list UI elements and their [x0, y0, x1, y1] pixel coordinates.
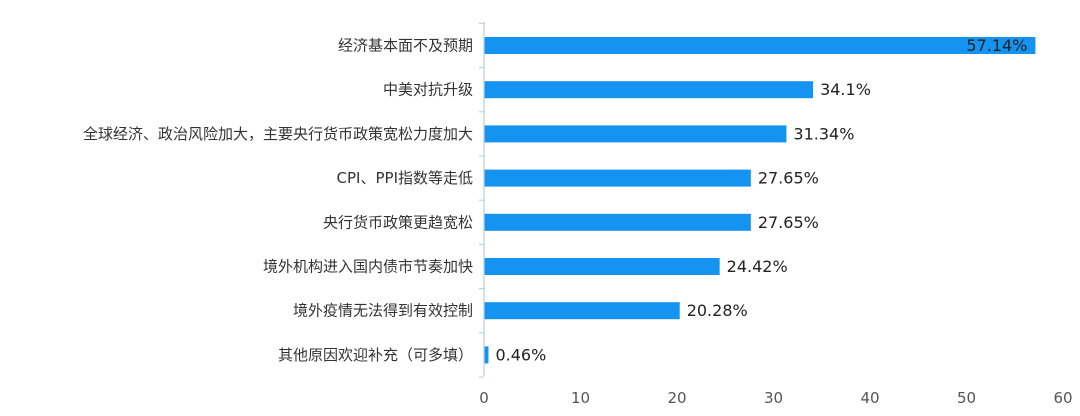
bar [484, 37, 1036, 54]
value-label: 27.65% [758, 213, 819, 232]
value-label: 57.14% [966, 36, 1027, 55]
category-label: 全球经济、政治风险加大，主要央行货币政策宽松力度加大 [83, 125, 473, 143]
value-label: 34.1% [820, 80, 871, 99]
label-layer: 0 10 20 30 40 50 60 经济基本面不及预期 57.14% 中美对抗升级 34.1% 全… [83, 36, 1073, 407]
axis-layer [479, 22, 485, 378]
x-tick-label: 20 [667, 389, 686, 407]
bar [484, 302, 680, 320]
bar [484, 169, 751, 187]
bar [484, 81, 814, 99]
bar-layer [484, 37, 1036, 364]
bar [484, 213, 751, 231]
x-tick-label: 50 [957, 389, 976, 407]
x-tick-label: 60 [1053, 389, 1072, 407]
value-label: 20.28% [687, 301, 748, 320]
category-label: 其他原因欢迎补充（可多填） [278, 346, 473, 364]
value-label: 27.65% [758, 169, 819, 188]
x-tick-label: 30 [764, 389, 783, 407]
category-label: CPI、PPI指数等走低 [337, 169, 473, 187]
category-label: 央行货币政策更趋宽松 [323, 213, 473, 231]
value-label: 31.34% [793, 124, 854, 143]
category-label: 中美对抗升级 [383, 81, 473, 99]
value-label: 0.46% [495, 345, 546, 364]
value-label: 24.42% [727, 257, 788, 276]
category-label: 境外疫情无法得到有效控制 [293, 302, 473, 320]
x-tick-label: 0 [479, 389, 489, 407]
bar [484, 258, 720, 275]
category-label: 经济基本面不及预期 [338, 37, 473, 55]
category-label: 境外机构进入国内债市节奏加快 [263, 258, 473, 276]
bar [484, 125, 787, 143]
bar [484, 346, 489, 364]
x-tick-label: 10 [571, 389, 590, 407]
x-tick-label: 40 [860, 389, 879, 407]
